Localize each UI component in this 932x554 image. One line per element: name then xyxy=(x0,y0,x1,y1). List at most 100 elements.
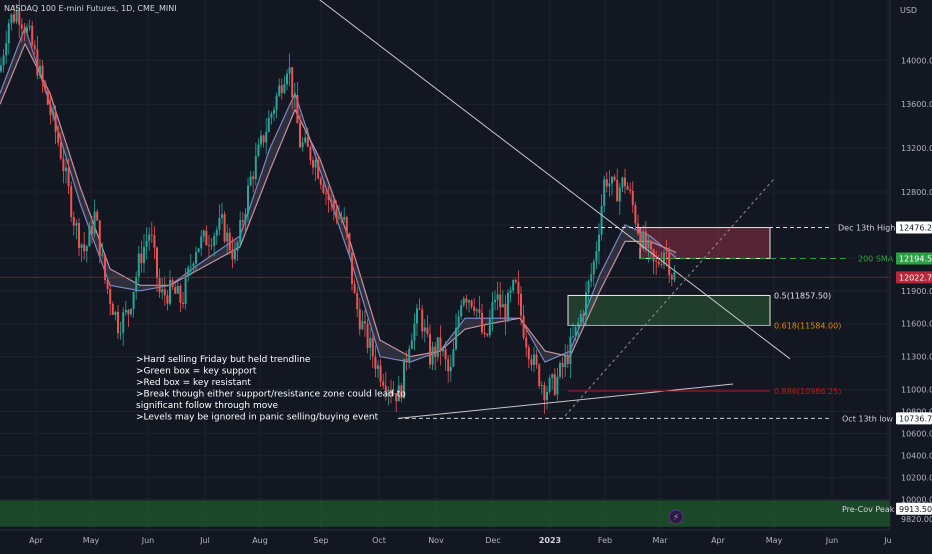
candle-body xyxy=(184,276,187,304)
candle-body xyxy=(62,158,65,172)
x-tick-label: Mar xyxy=(652,536,668,545)
candle-body xyxy=(343,217,346,221)
candle-body xyxy=(312,160,314,168)
candle-body xyxy=(348,233,351,253)
x-tick-label: Apr xyxy=(711,536,726,545)
candle-body xyxy=(306,137,309,147)
candle-body xyxy=(41,65,44,83)
candle-body xyxy=(182,302,184,304)
pre-cov-price-tag-text: 9913.50 xyxy=(899,505,932,514)
candle-body xyxy=(72,216,75,226)
oct-low-price-tag xyxy=(896,412,932,425)
candle-body xyxy=(210,245,213,247)
candle-body xyxy=(267,117,270,132)
candle-body xyxy=(426,327,429,334)
y-tick-label: 13200.00 xyxy=(901,144,932,153)
candle-body xyxy=(124,309,127,313)
candle-body xyxy=(330,199,333,201)
candle-body xyxy=(221,214,223,218)
candle-body xyxy=(5,43,8,56)
candle-body xyxy=(325,193,327,194)
candle-body xyxy=(556,376,559,395)
candle-body xyxy=(374,356,377,369)
candle-body xyxy=(176,286,179,294)
x-tick-label: Feb xyxy=(598,536,612,545)
candle-body xyxy=(161,289,164,293)
candle-body xyxy=(143,246,145,264)
candle-body xyxy=(621,177,624,188)
candle-body xyxy=(195,252,197,264)
candle-body xyxy=(111,303,114,315)
x-tick-label: Dec xyxy=(485,536,500,545)
sma-price-tag-text: 12194.50 xyxy=(899,254,932,263)
candle-body xyxy=(507,292,509,322)
x-tick-label: Jun xyxy=(141,536,155,545)
oct-13th-low-label: Oct 13th low xyxy=(842,414,893,423)
dec-high-price-tag-text: 12476.25 xyxy=(899,224,932,233)
candle-body xyxy=(91,225,93,234)
x-tick-label: Jul xyxy=(199,536,210,545)
candle-body xyxy=(356,293,359,310)
last-price-tag-text: 12022.75 xyxy=(899,273,932,282)
candle-body xyxy=(252,176,255,180)
candle-body xyxy=(668,252,671,276)
candle-body xyxy=(57,132,60,143)
candle-body xyxy=(405,358,408,362)
candle-body xyxy=(397,385,400,402)
candle-body xyxy=(629,189,632,191)
candle-body xyxy=(551,374,554,378)
candle-body xyxy=(613,176,616,180)
candle-body xyxy=(322,184,325,194)
candle-body xyxy=(106,279,109,289)
candle-body xyxy=(171,279,174,288)
candle-body xyxy=(384,385,387,392)
candle-body xyxy=(535,354,538,365)
candle-body xyxy=(361,321,364,330)
candle-body xyxy=(119,332,122,334)
candle-body xyxy=(137,253,140,277)
candle-body xyxy=(130,309,132,315)
candle-body xyxy=(491,302,494,319)
candle-body xyxy=(327,193,330,200)
candle-body xyxy=(223,214,226,242)
candle-body xyxy=(543,384,546,401)
candle-body xyxy=(309,146,312,161)
dotted-channel-line xyxy=(564,177,776,417)
candle-body xyxy=(83,244,86,252)
candle-body xyxy=(574,326,577,336)
candle-body xyxy=(657,261,660,265)
candle-body xyxy=(65,167,67,172)
candle-body xyxy=(379,365,382,382)
fib-0.618-label: 0.618(11584.00) xyxy=(774,321,841,330)
x-tick-label: 2023 xyxy=(539,536,561,545)
candle-body xyxy=(273,109,275,114)
candle-body xyxy=(592,261,595,275)
candle-body xyxy=(483,332,486,335)
candle-body xyxy=(7,23,10,44)
candle-body xyxy=(275,95,278,110)
candle-body xyxy=(517,282,520,294)
candle-body xyxy=(93,211,96,234)
candle-body xyxy=(299,123,301,148)
candle-body xyxy=(52,111,54,116)
candle-body xyxy=(595,251,598,262)
candle-body xyxy=(13,14,15,22)
tv-logo-icon[interactable]: ⚡ xyxy=(668,509,684,525)
candle-body xyxy=(540,384,543,386)
candle-body xyxy=(429,333,431,365)
candle-body xyxy=(192,263,195,267)
candle-body xyxy=(78,223,80,248)
candle-body xyxy=(244,213,247,222)
candle-body xyxy=(49,104,52,116)
x-tick-label: Jun xyxy=(825,536,839,545)
candle-body xyxy=(421,309,424,332)
candle-body xyxy=(247,185,249,214)
candle-body xyxy=(54,111,57,133)
candle-body xyxy=(509,290,512,293)
dec-high-price-tag xyxy=(896,221,932,234)
candle-body xyxy=(15,11,18,22)
candle-body xyxy=(600,205,603,235)
